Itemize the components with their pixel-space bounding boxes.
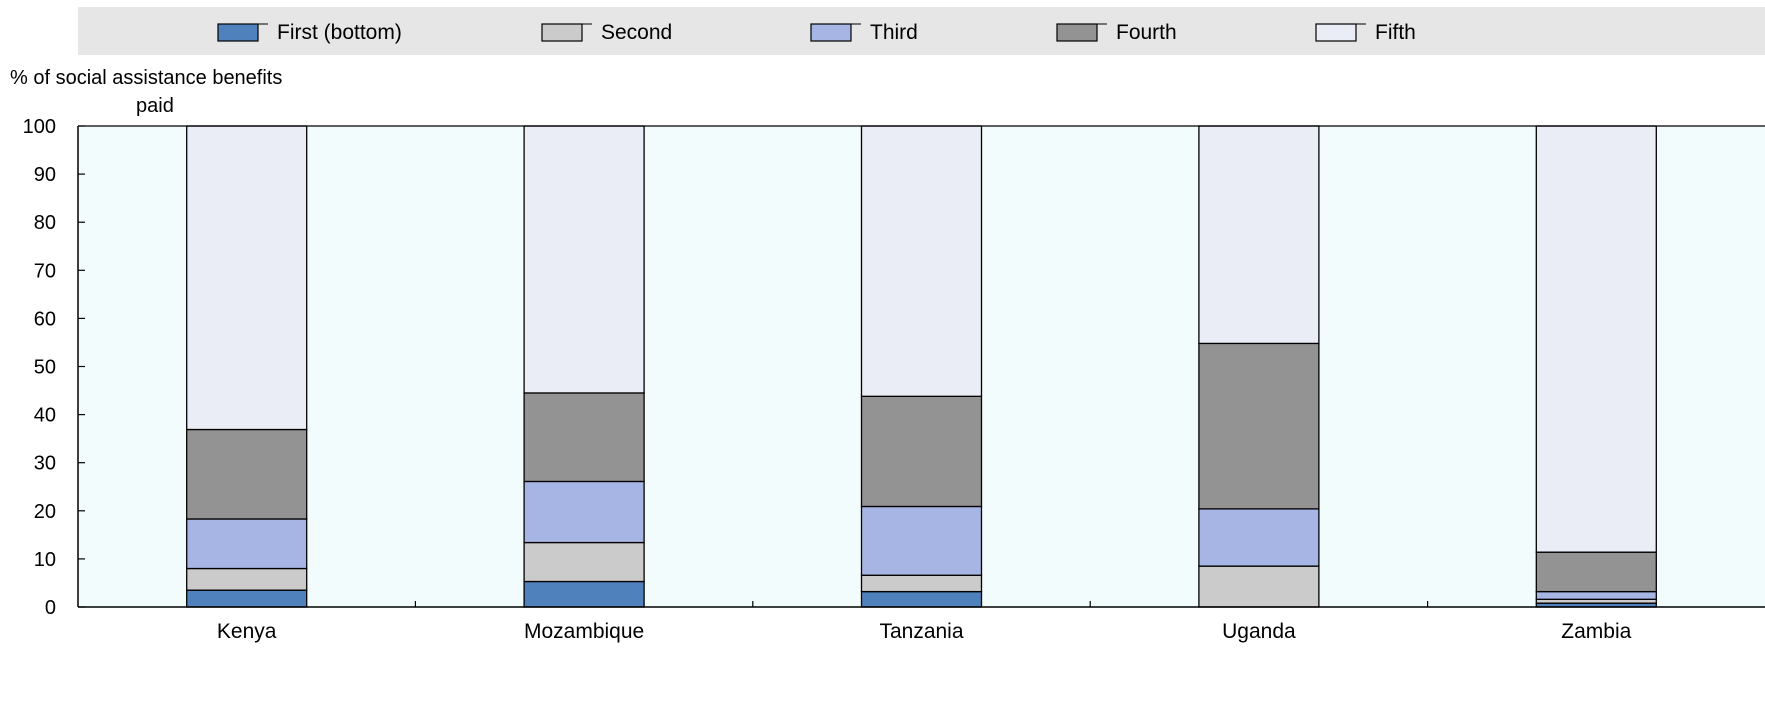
bar-mozambique-third (523, 480, 645, 544)
x-category-label-mozambique: Mozambique (524, 620, 644, 643)
bar-kenya-first-bottom (186, 589, 308, 608)
x-category-label-kenya: Kenya (217, 620, 277, 643)
legend-label-fifth: Fifth (1375, 21, 1416, 44)
legend-label-third: Third (870, 21, 918, 44)
bar-tanzania-fourth (860, 395, 983, 508)
legend-label-fourth: Fourth (1116, 21, 1177, 44)
bar-uganda-second (1198, 565, 1320, 608)
legend-label-first-bottom: First (bottom) (277, 21, 402, 44)
bar-mozambique-second (523, 541, 645, 583)
y-tick-label-30: 30 (34, 453, 56, 475)
legend-background (78, 7, 1765, 55)
y-tick-label-40: 40 (34, 405, 56, 427)
bar-tanzania-second (860, 574, 983, 593)
legend-swatch-second (541, 23, 583, 42)
x-category-label-uganda: Uganda (1222, 620, 1296, 643)
bar-mozambique-fourth (523, 392, 645, 483)
bar-kenya-fourth (186, 428, 308, 520)
y-axis-label-line-2: paid (136, 95, 174, 117)
y-tick-label-90: 90 (34, 164, 56, 186)
bar-kenya-second (186, 567, 308, 591)
legend-swatch-first-bottom (217, 23, 259, 42)
legend-label-second: Second (601, 21, 672, 44)
x-category-labels: Kenya Mozambique Tanzania Uganda Zambia (217, 620, 1632, 643)
legend: First (bottom) Second Third Fourth Fifth (217, 21, 1416, 44)
bars (186, 125, 1657, 608)
bar-mozambique-first-bottom (523, 580, 645, 608)
x-category-label-tanzania: Tanzania (879, 620, 963, 643)
y-tick-label-0: 0 (45, 597, 56, 619)
axes (77, 125, 1765, 608)
legend-swatch-fifth (1315, 23, 1357, 42)
y-tick-label-10: 10 (34, 549, 56, 571)
bar-mozambique-fifth (523, 125, 645, 394)
bar-zambia-third (1535, 590, 1657, 600)
legend-swatch-fourth (1056, 23, 1098, 42)
y-tick-label-20: 20 (34, 501, 56, 523)
y-tick-label-60: 60 (34, 308, 56, 330)
bar-zambia-fifth (1535, 125, 1657, 553)
y-tick-label-70: 70 (34, 260, 56, 282)
bar-tanzania-third (860, 505, 983, 576)
y-tick-labels: 0 10 20 30 40 50 60 70 80 90 100 (23, 116, 56, 619)
x-category-label-zambia: Zambia (1561, 620, 1631, 643)
bar-kenya-fifth (186, 125, 308, 431)
bar-uganda-fifth (1198, 125, 1320, 345)
y-tick-label-100: 100 (23, 116, 56, 138)
bar-kenya-third (186, 518, 308, 570)
y-tick-label-80: 80 (34, 212, 56, 234)
legend-swatch-third (810, 23, 852, 42)
y-tick-label-50: 50 (34, 357, 56, 379)
bar-zambia-fourth (1535, 551, 1657, 593)
bar-tanzania-first-bottom (860, 590, 983, 608)
bar-uganda-fourth (1198, 342, 1320, 510)
y-axis-label-line-1: % of social assistance benefits (10, 67, 282, 89)
bar-tanzania-fifth (860, 125, 983, 397)
bar-uganda-third (1198, 508, 1320, 567)
